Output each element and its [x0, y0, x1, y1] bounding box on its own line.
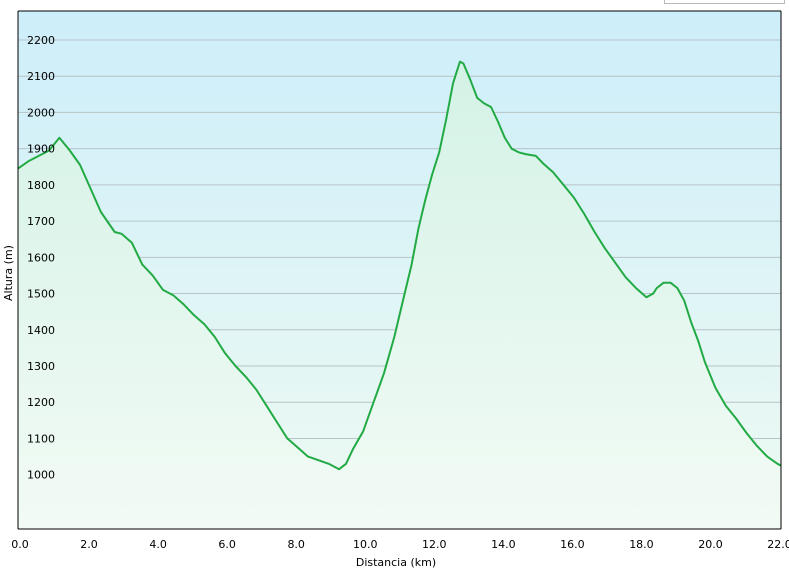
y-tick-label: 1700	[27, 215, 55, 228]
y-tick-label: 1600	[27, 251, 55, 264]
y-tick-label: 1500	[27, 288, 55, 301]
elevation-area-fill	[18, 61, 781, 529]
x-tick-label: 10.0	[353, 538, 378, 551]
x-tick-label: 22.0	[767, 538, 789, 551]
x-tick-label: 18.0	[629, 538, 654, 551]
y-tick-label: 1400	[27, 324, 55, 337]
x-tick-label: 4.0	[149, 538, 167, 551]
y-tick-label: 1900	[27, 143, 55, 156]
y-tick-label: 2000	[27, 106, 55, 119]
y-tick-label: 1800	[27, 179, 55, 192]
y-tick-labels: 1000 1100 1200 1300 1400 1500 1600 1700 1800 1900…	[27, 34, 55, 482]
x-tick-label: 16.0	[560, 538, 585, 551]
x-tick-label: 20.0	[698, 538, 723, 551]
x-tick-label: 2.0	[80, 538, 98, 551]
x-tick-label: 6.0	[218, 538, 236, 551]
y-tick-label: 2200	[27, 34, 55, 47]
axes	[17, 10, 782, 530]
top-right-frame	[664, 0, 785, 4]
x-axis-label: Distancia (km)	[356, 556, 436, 569]
y-axis-label: Altura (m)	[2, 245, 15, 301]
x-tick-label: 0.0	[11, 538, 29, 551]
x-tick-label: 8.0	[287, 538, 305, 551]
x-tick-label: 12.0	[422, 538, 447, 551]
x-tick-labels: 0.0 2.0 4.0 6.0 8.0 10.0 12.0 14.0 16.0 18.0 20.0 2…	[11, 538, 789, 551]
y-tick-label: 1300	[27, 360, 55, 373]
elevation-line	[17, 60, 782, 471]
y-tick-label: 1200	[27, 396, 55, 409]
y-tick-label: 2100	[27, 70, 55, 83]
y-tick-label: 1100	[27, 432, 55, 445]
x-tick-label: 14.0	[491, 538, 516, 551]
y-tick-label: 1000	[27, 469, 55, 482]
